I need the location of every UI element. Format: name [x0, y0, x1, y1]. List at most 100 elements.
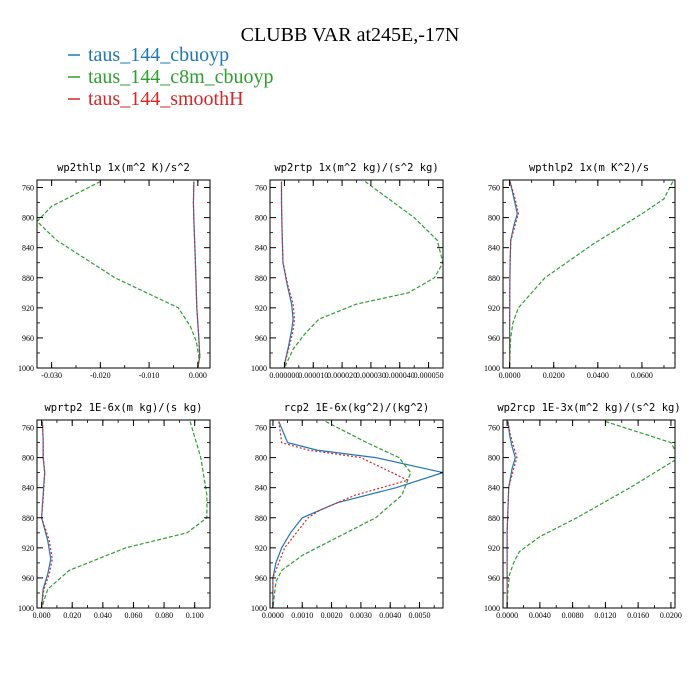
y-tick-label: 760 — [488, 424, 500, 433]
y-tick-label: 960 — [22, 574, 34, 583]
chart-panel: wprtp2 1E-6x(m kg)/(s kg) 760 800 840 880 920… — [18, 402, 211, 620]
y-tick-label: 960 — [488, 574, 500, 583]
x-tick-label: 0.0400 — [587, 371, 609, 380]
plot-frame — [502, 419, 676, 609]
y-tick-label: 760 — [255, 424, 267, 433]
series-line — [192, 181, 201, 368]
y-tick-label: 960 — [255, 334, 267, 343]
x-tick-label: 0.0030 — [350, 611, 372, 620]
chart-panel: wpthlp2 1x(m K^2)/s 760 800 840 880 920 960 100… — [484, 162, 676, 380]
x-tick-label: 0.100 — [186, 611, 204, 620]
y-tick-label: 800 — [255, 214, 267, 223]
x-tick-label: 0.0600 — [631, 371, 653, 380]
y-tick-label: 1000 — [251, 604, 267, 613]
x-tick-label: 0.0200 — [660, 611, 682, 620]
x-tick-label: 0.0000 — [499, 371, 521, 380]
figure-title: CLUBB VAR at245E,-17N — [241, 24, 460, 46]
x-tick-label: -0.010 — [139, 371, 160, 380]
y-tick-label: 1000 — [484, 364, 500, 373]
x-tick-label: 0.0120 — [594, 611, 616, 620]
y-tick-label: 760 — [488, 184, 500, 193]
y-tick-label: 760 — [22, 424, 34, 433]
x-tick-label: 0.080 — [155, 611, 173, 620]
y-tick-label: 840 — [255, 244, 267, 253]
x-tick-label: 0.020 — [63, 611, 81, 620]
series-line — [272, 420, 412, 608]
x-tick-label: 0.0080 — [562, 611, 584, 620]
plot-frame — [269, 179, 444, 369]
y-tick-label: 920 — [488, 304, 500, 313]
y-tick-label: 800 — [488, 214, 500, 223]
x-tick-label: 0.0020 — [321, 611, 343, 620]
series-line — [192, 181, 201, 368]
y-tick-label: 800 — [22, 214, 34, 223]
x-tick-label: 0.0010 — [291, 611, 313, 620]
y-tick-label: 960 — [488, 334, 500, 343]
chart-panel: rcp2 1E-6x(kg^2)/(kg^2) 760 800 840 880 920 96… — [251, 402, 444, 620]
x-tick-label: 0.000000 — [269, 371, 299, 380]
series-line — [41, 421, 208, 608]
series-line — [509, 181, 520, 368]
y-tick-label: 880 — [22, 514, 34, 523]
series-line — [283, 181, 443, 368]
x-tick-label: -0.020 — [90, 371, 111, 380]
y-tick-label: 880 — [255, 514, 267, 523]
y-tick-label: 760 — [255, 184, 267, 193]
panel-title: wp2rcp 1E-3x(m^2 kg)/(s^2 kg) — [497, 402, 680, 414]
x-tick-label: 0.0000 — [496, 611, 518, 620]
panel-title: wprtp2 1E-6x(m kg)/(s kg) — [44, 402, 202, 414]
legend: taus_144_cbuoyptaus_144_c8m_cbuoyptaus_1… — [68, 44, 274, 110]
series-line — [280, 181, 296, 368]
series-line — [506, 421, 516, 608]
panel-title: wpthlp2 1x(m K^2)/s — [529, 162, 649, 174]
y-tick-label: 880 — [255, 274, 267, 283]
y-tick-label: 840 — [255, 484, 267, 493]
plot-frame — [502, 179, 676, 369]
y-tick-label: 1000 — [484, 604, 500, 613]
y-tick-label: 800 — [22, 454, 34, 463]
panel-title: wp2rtp 1x(m^2 kg)/(s^2 kg) — [274, 162, 438, 174]
x-tick-label: 0.000030 — [356, 371, 386, 380]
x-tick-label: 0.0200 — [543, 371, 565, 380]
y-tick-label: 920 — [255, 304, 267, 313]
legend-label: taus_144_cbuoyp — [88, 44, 229, 66]
x-tick-label: 0.0050 — [409, 611, 431, 620]
y-tick-label: 840 — [22, 484, 34, 493]
y-tick-label: 840 — [22, 244, 34, 253]
series-line — [37, 180, 200, 368]
panels: wp2thlp 1x(m^2 K)/s^2 760 800 840 880 920 960 1… — [18, 162, 682, 620]
y-tick-label: 840 — [488, 244, 500, 253]
chart-panel: wp2rtp 1x(m^2 kg)/(s^2 kg) 760 800 840 880 92… — [251, 162, 444, 380]
plot-frame — [36, 179, 211, 369]
y-tick-label: 920 — [488, 544, 500, 553]
x-tick-label: 0.000040 — [385, 371, 415, 380]
y-tick-label: 960 — [22, 334, 34, 343]
y-tick-label: 1000 — [18, 604, 34, 613]
x-tick-label: 0.000010 — [298, 371, 328, 380]
y-tick-label: 960 — [255, 574, 267, 583]
y-tick-label: 800 — [488, 454, 500, 463]
x-tick-label: 0.0160 — [627, 611, 649, 620]
legend-label: taus_144_c8m_cbuoyp — [88, 66, 274, 88]
x-tick-label: 0.000020 — [327, 371, 357, 380]
x-tick-label: 0.000050 — [414, 371, 444, 380]
x-tick-label: 0.000 — [33, 611, 51, 620]
y-tick-label: 880 — [22, 274, 34, 283]
y-tick-label: 1000 — [18, 364, 34, 373]
x-tick-label: 0.0040 — [379, 611, 401, 620]
chart-panel: wp2thlp 1x(m^2 K)/s^2 760 800 840 880 920 960 1… — [18, 162, 211, 380]
y-tick-label: 1000 — [251, 364, 267, 373]
x-tick-label: -0.030 — [41, 371, 62, 380]
series-line — [272, 421, 410, 608]
y-tick-label: 880 — [488, 514, 500, 523]
y-tick-label: 800 — [255, 454, 267, 463]
panel-title: rcp2 1E-6x(kg^2)/(kg^2) — [284, 402, 429, 414]
x-tick-label: 0.040 — [94, 611, 112, 620]
series-line — [40, 421, 52, 608]
x-tick-label: 0.060 — [124, 611, 142, 620]
x-tick-label: 0.000 — [189, 371, 207, 380]
y-tick-label: 920 — [22, 544, 34, 553]
plot-frame — [269, 419, 444, 609]
chart-panel: wp2rcp 1E-3x(m^2 kg)/(s^2 kg) 760 800 840 88… — [484, 402, 682, 620]
